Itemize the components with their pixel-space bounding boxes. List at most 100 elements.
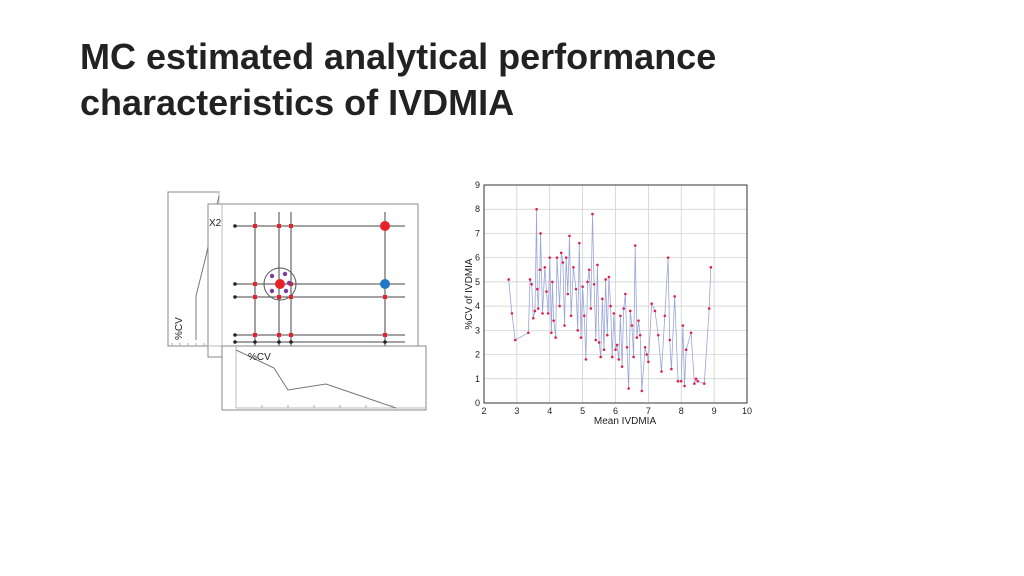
data-point-25	[561, 261, 565, 264]
data-point-22	[555, 256, 559, 259]
data-point-71	[638, 333, 642, 337]
data-point-23	[558, 304, 561, 308]
plot-area-frame	[483, 184, 748, 404]
x-tick-label-0: 2	[481, 406, 486, 416]
data-point-96	[709, 266, 713, 269]
data-point-57	[615, 343, 619, 347]
data-point-43	[592, 283, 596, 286]
data-point-26	[563, 324, 566, 327]
data-point-75	[647, 360, 650, 364]
data-point-66	[630, 324, 634, 327]
data-point-79	[660, 370, 663, 373]
data-point-93	[696, 379, 699, 383]
x2-label: X2	[209, 218, 222, 229]
data-point-81	[666, 256, 670, 259]
data-point-83	[670, 367, 673, 371]
data-point-58	[617, 358, 621, 361]
data-point-20	[552, 319, 555, 322]
data-point-69	[635, 336, 639, 339]
data-point-8	[535, 207, 538, 211]
left-cv-label: %CV	[174, 317, 185, 340]
data-point-5	[530, 283, 533, 286]
data-point-63	[625, 345, 629, 349]
data-point-7	[533, 309, 537, 313]
data-point-19	[551, 280, 554, 284]
data-point-55	[612, 312, 616, 315]
data-point-44	[594, 338, 598, 342]
data-point-11	[538, 268, 542, 272]
data-point-84	[673, 295, 676, 298]
data-point-89	[684, 348, 688, 352]
y-tick-label-6: 6	[475, 253, 480, 263]
data-point-94	[702, 382, 706, 385]
data-point-27	[564, 256, 568, 259]
data-point-21	[554, 336, 557, 339]
data-point-2	[513, 338, 517, 342]
data-point-29	[568, 234, 571, 238]
chart-grid	[483, 184, 748, 404]
data-point-36	[581, 285, 584, 289]
data-point-59	[619, 314, 622, 318]
y-tick-label-7: 7	[475, 228, 480, 238]
x-tick-label-7: 9	[712, 406, 717, 416]
data-point-33	[576, 329, 579, 332]
y-tick-label-0: 0	[475, 398, 480, 408]
data-point-61	[622, 307, 626, 310]
y-tick-label-3: 3	[475, 325, 480, 335]
data-point-34	[578, 241, 581, 245]
data-point-60	[620, 365, 624, 368]
grid-points	[253, 224, 387, 337]
reference-point-red	[380, 221, 390, 231]
data-point-68	[633, 244, 637, 247]
data-point-91	[693, 382, 696, 385]
data-point-46	[597, 341, 601, 344]
bottom-panel-ticks	[261, 405, 393, 408]
data-point-67	[632, 355, 635, 359]
data-point-30	[569, 314, 573, 318]
data-point-40	[587, 268, 591, 272]
data-point-41	[589, 307, 593, 310]
data-point-54	[610, 355, 614, 359]
data-point-12	[539, 232, 542, 235]
slide-title-line-1: MC estimated analytical performance	[80, 36, 717, 77]
y-tick-label-1: 1	[475, 374, 480, 384]
data-point-16	[546, 312, 550, 315]
chart-y-axis-label: %CV of IVDMIA	[464, 258, 475, 329]
reference-point-blue	[380, 279, 390, 289]
data-point-24	[559, 251, 563, 255]
x-tick-label-4: 6	[613, 406, 618, 416]
data-point-80	[663, 314, 667, 318]
slide-title-line-2: characteristics of IVDMIA	[80, 82, 515, 123]
data-point-49	[602, 348, 606, 352]
data-point-28	[566, 292, 570, 296]
data-point-92	[694, 377, 698, 381]
x-tick-label-5: 7	[646, 406, 651, 416]
slide-title: MC estimated analytical performance char…	[80, 34, 940, 126]
data-point-31	[572, 266, 575, 269]
data-point-37	[582, 314, 586, 318]
data-point-51	[605, 333, 609, 337]
data-point-56	[614, 348, 617, 352]
data-point-10	[536, 307, 540, 310]
data-point-95	[707, 307, 711, 310]
chart-points	[507, 207, 713, 393]
data-point-73	[643, 345, 647, 349]
data-point-1	[510, 312, 514, 315]
data-point-77	[653, 309, 657, 313]
data-point-3	[527, 331, 530, 335]
data-point-82	[668, 338, 672, 342]
data-point-88	[683, 384, 686, 388]
data-point-87	[681, 324, 685, 327]
data-point-52	[607, 275, 611, 279]
x-tick-label-8: 10	[742, 406, 752, 416]
y-tick-label-4: 4	[475, 301, 480, 311]
bottom-cv-profile-panel: %CV	[221, 345, 427, 411]
axis-points	[233, 224, 387, 344]
y-tick-label-8: 8	[475, 204, 480, 214]
data-point-76	[650, 302, 653, 305]
y-tick-label-5: 5	[475, 277, 480, 287]
data-point-0	[507, 278, 510, 281]
data-point-85	[676, 379, 680, 383]
